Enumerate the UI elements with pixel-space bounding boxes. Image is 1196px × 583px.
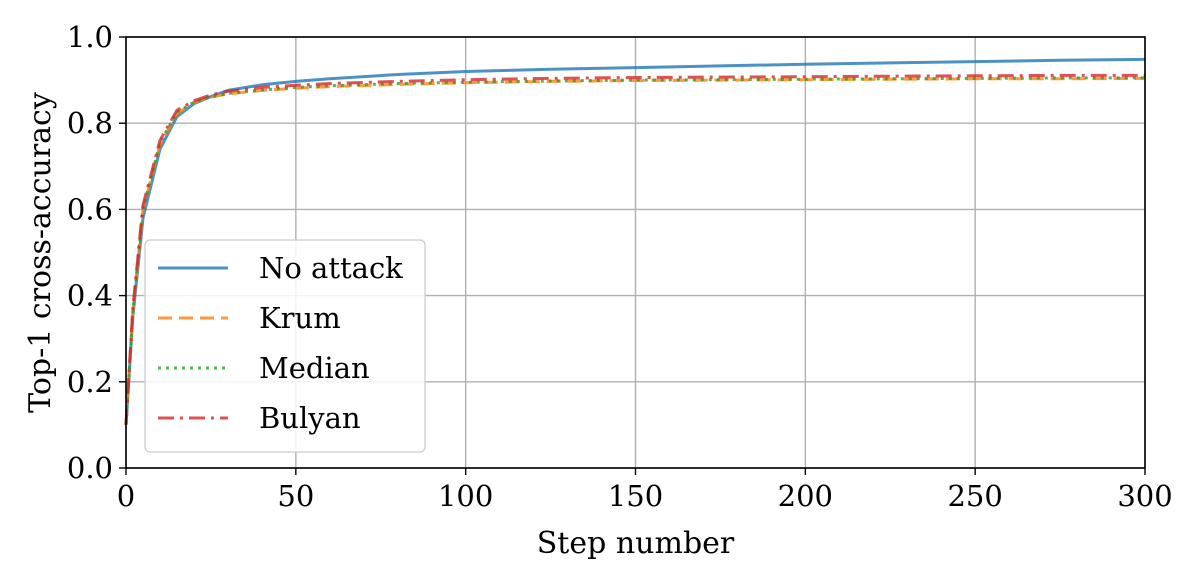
x-tick-label: 50 <box>277 479 314 513</box>
x-tick-label: 150 <box>608 479 663 513</box>
series-lines <box>124 57 1146 425</box>
y-axis-label: Top-1 cross-accuracy <box>23 92 58 413</box>
legend-label: Krum <box>259 301 341 335</box>
legend-entry: Bulyan <box>158 401 361 435</box>
legend-entry: Krum <box>158 301 341 335</box>
y-tick-label: 0.4 <box>67 279 113 313</box>
y-tick-label: 0.2 <box>67 365 113 399</box>
y-tick-label: 0.8 <box>67 106 113 140</box>
legend-label: Bulyan <box>259 401 361 435</box>
legend-entry: Median <box>158 351 370 385</box>
y-tick-label: 0.0 <box>67 451 113 485</box>
x-tick-label: 0 <box>117 479 135 513</box>
axis-ticks: 0 50 100 150 200 250 300 0.0 0.2 0.4 0.6 0.8 1.0 <box>67 20 1173 513</box>
x-tick-label: 100 <box>438 479 493 513</box>
legend-entries: No attack Krum Median Bulyan <box>158 251 403 435</box>
x-axis-label: Step number <box>537 526 735 561</box>
x-tick-label: 200 <box>778 479 833 513</box>
x-tick-label: 250 <box>947 479 1002 513</box>
legend-box <box>144 239 426 453</box>
y-tick-label: 0.6 <box>67 192 113 226</box>
legend-label: No attack <box>259 251 403 285</box>
legend: No attack Krum Median Bulyan <box>144 239 426 453</box>
legend-entry: No attack <box>158 251 403 285</box>
series-line-bulyan <box>124 73 1145 425</box>
series-line-median <box>124 76 1145 425</box>
legend-label: Median <box>259 351 370 385</box>
y-tick-label: 1.0 <box>67 20 113 54</box>
series-line-no-attack <box>124 57 1146 425</box>
x-tick-label: 300 <box>1117 479 1172 513</box>
